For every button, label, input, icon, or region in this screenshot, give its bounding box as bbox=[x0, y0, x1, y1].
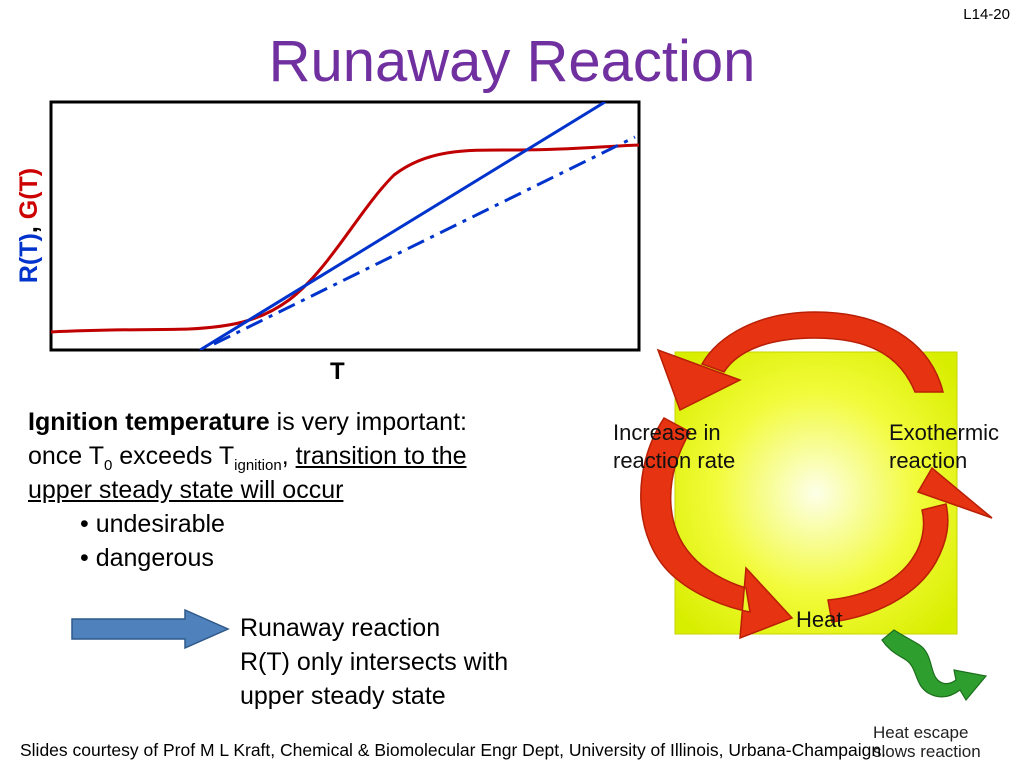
once-mid: exceeds T bbox=[112, 442, 235, 470]
bullet-undesirable: • undesirable bbox=[80, 510, 225, 538]
footer-credit: Slides courtesy of Prof M L Kraft, Chemi… bbox=[20, 740, 886, 760]
runaway-line-3: upper steady state bbox=[240, 682, 446, 710]
slide-number: L14-20 bbox=[963, 6, 1010, 23]
top-cycle-arrow bbox=[656, 311, 944, 412]
once-prefix: once T bbox=[28, 442, 104, 470]
runaway-cycle-diagram: Increase in reaction rate Exothermic rea… bbox=[613, 311, 999, 761]
r-line-dash-dot bbox=[213, 135, 636, 346]
once-comma: , bbox=[281, 442, 296, 470]
heat-escape-label-1: Heat escape bbox=[873, 723, 968, 742]
ignition-text-block: Ignition temperature is very important: … bbox=[28, 405, 568, 575]
right-arrow-icon bbox=[71, 608, 230, 650]
once-line: once T0 exceeds Tignition, transition to… bbox=[28, 439, 568, 473]
t0-subscript: 0 bbox=[103, 457, 113, 474]
slide-title: Runaway Reaction bbox=[268, 29, 756, 94]
runaway-text-block: Runaway reaction R(T) only intersects wi… bbox=[240, 611, 508, 713]
ignition-rest: is very important: bbox=[269, 408, 467, 436]
exothermic-label-1: Exothermic bbox=[889, 420, 999, 445]
heat-label: Heat bbox=[796, 607, 842, 632]
r-line-runaway bbox=[199, 102, 606, 350]
r-of-t-label: R(T) bbox=[15, 232, 44, 283]
right-cycle-arrow bbox=[827, 466, 993, 623]
heat-escape-label-2: slows reaction bbox=[873, 742, 981, 761]
exothermic-label-2: reaction bbox=[889, 448, 967, 473]
left-cycle-arrow bbox=[640, 417, 794, 640]
g-of-t-label: G(T) bbox=[15, 167, 44, 219]
ignition-bold: Ignition temperature bbox=[28, 408, 270, 436]
tignition-subscript: ignition bbox=[234, 457, 282, 474]
heat-escape-arrow bbox=[881, 629, 988, 702]
label-separator: , bbox=[15, 225, 44, 233]
runaway-line-2: R(T) only intersects with bbox=[240, 648, 509, 676]
transition-text-1: transition to the bbox=[295, 442, 467, 470]
graph-frame bbox=[49, 100, 641, 352]
runaway-line-1: Runaway reaction bbox=[240, 614, 441, 642]
heat-generation-removal-graph bbox=[49, 100, 641, 352]
graph-x-axis-label: T bbox=[330, 358, 345, 385]
bullet-dangerous: • dangerous bbox=[80, 544, 214, 572]
ignition-line: Ignition temperature is very important: bbox=[28, 405, 568, 439]
transition-text-2: upper steady state will occur bbox=[28, 476, 344, 504]
increase-label-2: reaction rate bbox=[613, 448, 735, 473]
increase-label-1: Increase in bbox=[613, 420, 721, 445]
